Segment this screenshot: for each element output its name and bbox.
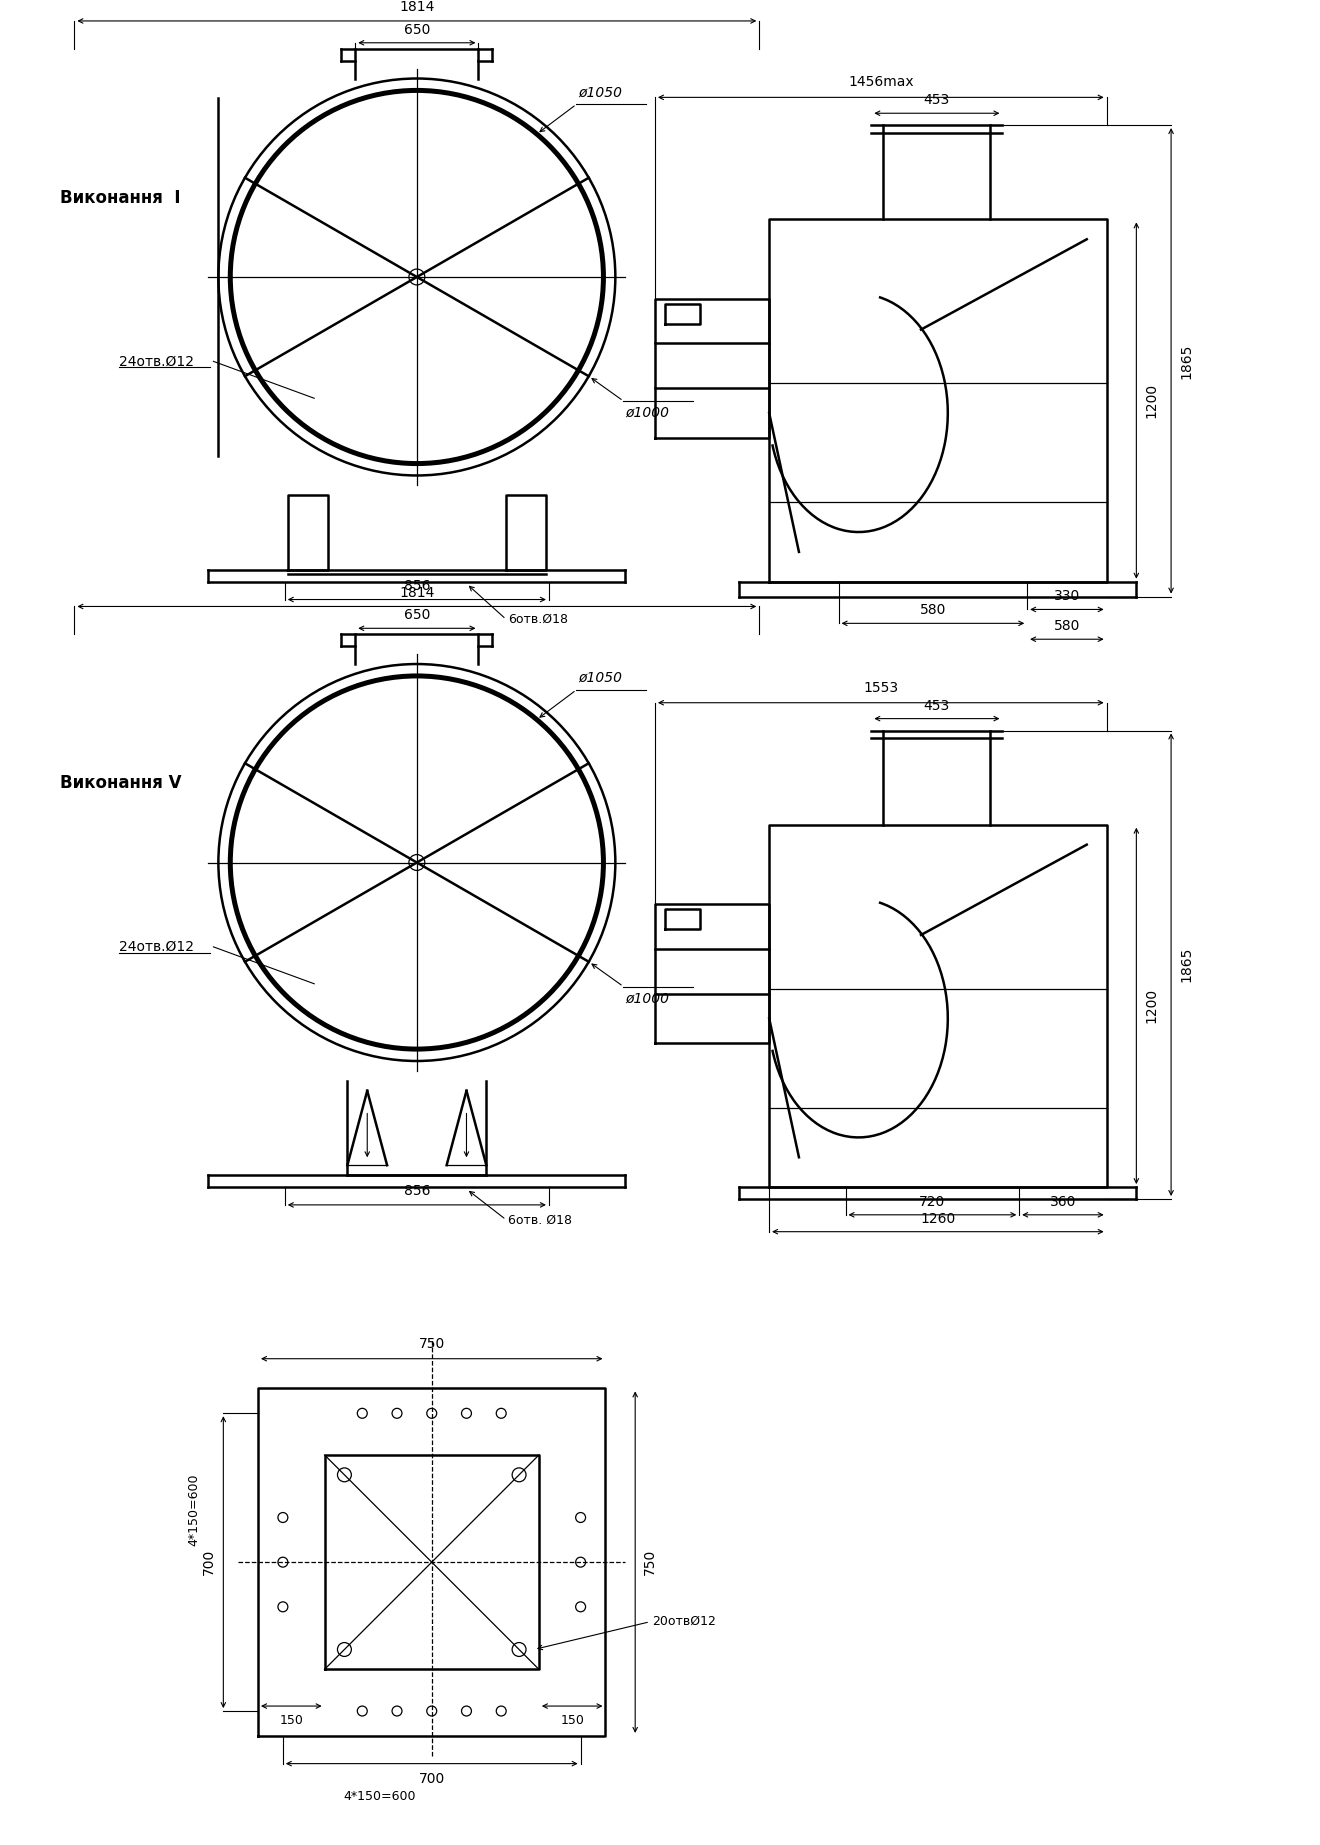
Text: 1814: 1814: [399, 0, 434, 15]
Text: 360: 360: [1049, 1196, 1076, 1208]
Text: 580: 580: [920, 603, 946, 618]
Text: 6отв. Ø18: 6отв. Ø18: [508, 1214, 572, 1227]
Text: 24отв.Ø12: 24отв.Ø12: [119, 354, 194, 369]
Text: Виконання V: Виконання V: [59, 775, 181, 792]
Text: 4*150=600: 4*150=600: [187, 1474, 201, 1546]
Text: 1865: 1865: [1179, 343, 1193, 378]
Text: 453: 453: [924, 699, 950, 712]
Text: 580: 580: [1053, 620, 1080, 633]
Text: 650: 650: [404, 609, 430, 622]
Text: 1260: 1260: [920, 1212, 956, 1225]
Text: ø1050: ø1050: [578, 672, 623, 684]
Text: 150: 150: [560, 1714, 585, 1727]
Text: 1456max: 1456max: [847, 76, 913, 89]
Text: Виконання  І: Виконання І: [59, 188, 180, 207]
Text: 1814: 1814: [399, 585, 434, 600]
Text: 24отв.Ø12: 24отв.Ø12: [119, 939, 194, 954]
Text: ø1050: ø1050: [578, 85, 623, 100]
Text: 1200: 1200: [1144, 989, 1158, 1024]
Text: 453: 453: [924, 94, 950, 107]
Text: 1200: 1200: [1144, 384, 1158, 419]
Text: 856: 856: [404, 579, 430, 592]
Text: 650: 650: [404, 22, 430, 37]
Text: 700: 700: [418, 1771, 445, 1786]
Text: 700: 700: [202, 1550, 215, 1576]
Text: 6отв.Ø18: 6отв.Ø18: [508, 613, 568, 625]
Text: 150: 150: [280, 1714, 304, 1727]
Text: 330: 330: [1053, 589, 1080, 603]
Text: 1553: 1553: [863, 681, 899, 696]
Text: 750: 750: [643, 1550, 657, 1576]
Text: 1865: 1865: [1179, 946, 1193, 982]
Text: 720: 720: [919, 1196, 945, 1208]
Text: 20отвØ12: 20отвØ12: [652, 1614, 715, 1627]
Text: 750: 750: [418, 1338, 445, 1351]
Text: 856: 856: [404, 1184, 430, 1197]
Text: 4*150=600: 4*150=600: [343, 1790, 416, 1803]
Text: ø1000: ø1000: [626, 991, 669, 1006]
Text: ø1000: ø1000: [626, 406, 669, 421]
